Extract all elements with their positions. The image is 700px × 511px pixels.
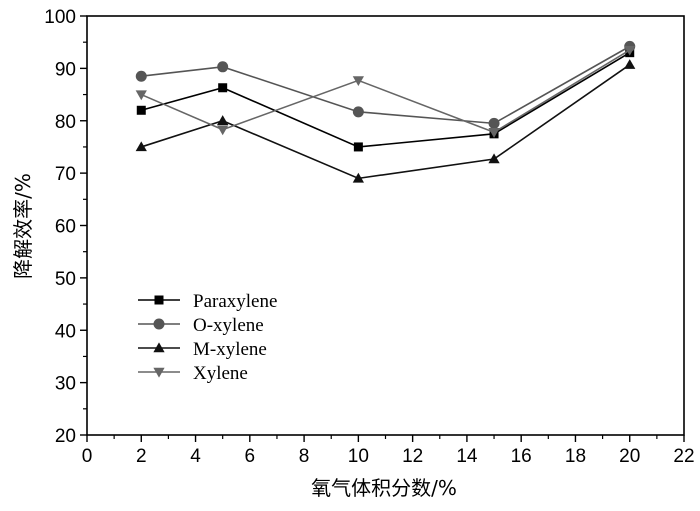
series-o-xylene (135, 40, 636, 129)
legend-label: Xylene (193, 363, 248, 384)
data-point (136, 105, 146, 115)
legend-item: Paraxylene (138, 291, 277, 312)
data-point (352, 106, 364, 118)
y-tick-label: 80 (55, 112, 76, 133)
legend-label: O-xylene (193, 315, 264, 336)
x-tick-label: 6 (245, 446, 256, 467)
x-tick-label: 14 (456, 446, 478, 467)
legend-item: O-xylene (138, 315, 264, 336)
x-tick-label: 8 (299, 446, 310, 467)
legend-marker (153, 367, 165, 378)
data-point (488, 153, 500, 164)
data-point (488, 128, 500, 138)
legend: Paraxylene O-xylene M-xylene Xylene (138, 291, 277, 384)
x-tick-label: 2 (136, 446, 147, 467)
series-paraxylene (136, 48, 635, 152)
data-point (624, 45, 636, 56)
data-point (217, 61, 229, 73)
series-line (140, 49, 631, 134)
legend-marker (153, 342, 165, 353)
data-point (352, 172, 364, 183)
data-point (217, 115, 229, 125)
series-line (141, 64, 631, 180)
legend-label: M-xylene (193, 339, 267, 360)
x-tick-label: 10 (348, 446, 369, 467)
y-tick-label: 20 (55, 426, 76, 447)
legend-label: Paraxylene (193, 291, 277, 312)
data-point (352, 76, 364, 87)
x-tick-label: 12 (402, 446, 423, 467)
y-tick-label: 60 (55, 217, 76, 238)
y-tick-label: 50 (55, 269, 76, 290)
data-point (135, 90, 147, 101)
x-axis-title: 氧气体积分数/% (311, 476, 457, 500)
x-tick-label: 22 (673, 446, 694, 467)
data-point (218, 83, 228, 93)
y-tick-label: 70 (55, 164, 76, 185)
y-tick-label: 90 (55, 59, 76, 80)
x-tick-label: 20 (619, 446, 640, 467)
data-point (488, 117, 500, 129)
data-point (217, 125, 229, 136)
y-tick-label: 100 (44, 7, 76, 28)
data-point (135, 70, 147, 82)
series-m-xylene (135, 59, 636, 183)
series-layer (135, 40, 636, 183)
data-point (353, 142, 363, 152)
series-line (141, 51, 631, 148)
legend-item: M-xylene (138, 339, 267, 360)
series-line (141, 45, 631, 125)
x-tick-label: 18 (565, 446, 586, 467)
data-point (624, 59, 636, 69)
legend-marker (154, 295, 164, 305)
x-tick-label: 0 (82, 446, 93, 467)
x-tick-label: 4 (190, 446, 201, 467)
legend-item: Xylene (138, 363, 248, 384)
legend-marker (153, 318, 165, 330)
y-axis-title: 降解效率/% (11, 173, 35, 279)
data-point (135, 141, 147, 152)
x-tick-label: 16 (511, 446, 532, 467)
axes: 0 2 4 6 8 10 12 14 16 18 20 22 20 30 40 50 60 70 80 90 100 (44, 7, 694, 467)
y-tick-label: 40 (55, 321, 76, 342)
series-xylene (135, 45, 636, 138)
y-tick-label: 30 (55, 374, 76, 395)
